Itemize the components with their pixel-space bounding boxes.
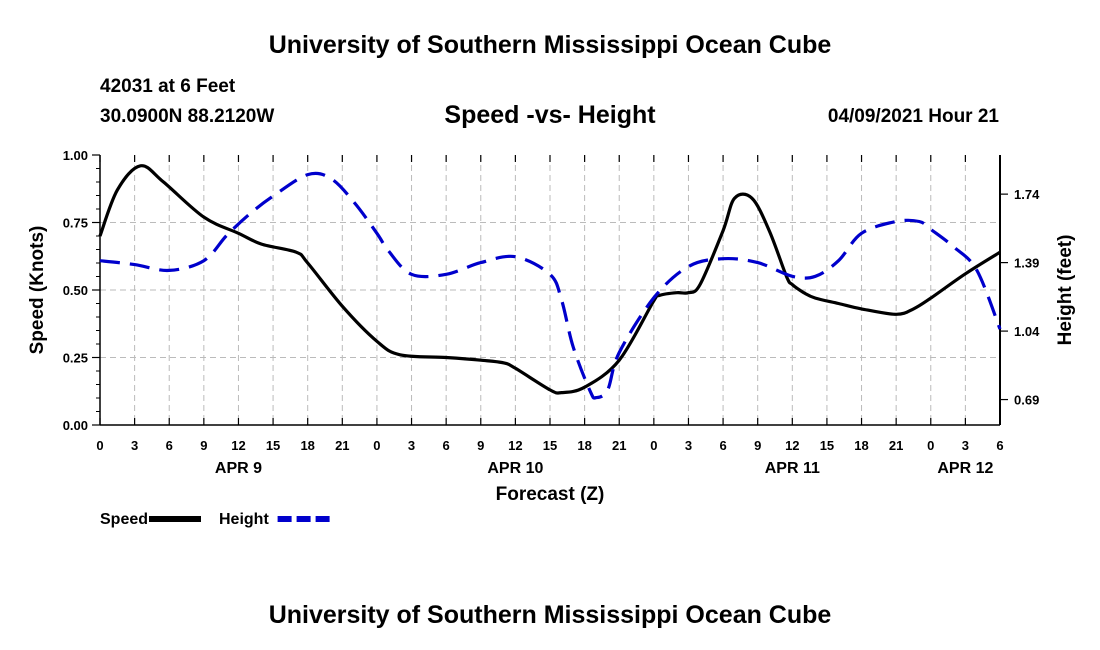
- x-tick-label: 6: [719, 438, 726, 453]
- y-tick-label-right: 1.04: [1014, 324, 1040, 339]
- x-tick-label: 9: [754, 438, 761, 453]
- x-tick-label: 15: [820, 438, 834, 453]
- x-tick-label: 18: [577, 438, 591, 453]
- x-tick-label: 15: [266, 438, 280, 453]
- x-tick-label: 6: [443, 438, 450, 453]
- page-title: University of Southern Mississippi Ocean…: [268, 31, 832, 59]
- x-tick-label: 0: [373, 438, 380, 453]
- x-tick-label: 9: [477, 438, 484, 453]
- x-tick-label: 0: [650, 438, 657, 453]
- series-line-speed: [98, 164, 1001, 395]
- y-tick-label-right: 1.39: [1014, 256, 1039, 271]
- legend-label-speed: Speed: [100, 511, 148, 528]
- station-label: 42031 at 6 Feet: [100, 76, 236, 97]
- legend-label-height: Height: [219, 511, 269, 528]
- station-coordinates: 30.0900N 88.2120W: [100, 106, 275, 127]
- x-tick-label: 6: [166, 438, 173, 453]
- y-tick-label-left: 0.75: [63, 216, 88, 231]
- x-date-label: APR 12: [937, 460, 993, 477]
- y-tick-label-left: 0.25: [63, 351, 88, 366]
- x-tick-label: 3: [962, 438, 969, 453]
- x-tick-label: 6: [996, 438, 1003, 453]
- x-tick-label: 18: [854, 438, 868, 453]
- x-tick-label: 3: [685, 438, 692, 453]
- y-tick-label-left: 0.50: [63, 283, 88, 298]
- y-tick-label-right: 0.69: [1014, 393, 1039, 408]
- x-tick-label: 0: [96, 438, 103, 453]
- x-tick-label: 9: [200, 438, 207, 453]
- y-tick-label-left: 1.00: [63, 148, 88, 163]
- x-date-label: APR 10: [487, 460, 543, 477]
- page-footer-title: University of Southern Mississippi Ocean…: [268, 601, 832, 629]
- x-date-label: APR 11: [765, 460, 820, 477]
- y-axis-title-left: Speed (Knots): [27, 226, 48, 355]
- x-tick-label: 21: [612, 438, 626, 453]
- y-tick-label-right: 1.74: [1014, 187, 1040, 202]
- x-tick-label: 21: [335, 438, 349, 453]
- x-tick-label: 3: [408, 438, 415, 453]
- series-line-height: [99, 171, 1002, 400]
- x-tick-label: 12: [785, 438, 799, 453]
- chart-title: Speed -vs- Height: [444, 101, 656, 129]
- y-tick-label-left: 0.00: [63, 418, 88, 433]
- x-tick-label: 0: [927, 438, 934, 453]
- x-tick-label: 15: [543, 438, 557, 453]
- x-tick-label: 3: [131, 438, 138, 453]
- x-tick-label: 12: [231, 438, 245, 453]
- x-axis-title: Forecast (Z): [496, 484, 605, 505]
- x-date-label: APR 9: [215, 460, 262, 477]
- x-tick-label: 21: [889, 438, 903, 453]
- y-axis-title-right: Height (feet): [1055, 235, 1076, 346]
- x-tick-label: 12: [508, 438, 522, 453]
- forecast-timestamp: 04/09/2021 Hour 21: [827, 106, 999, 127]
- x-tick-label: 18: [300, 438, 314, 453]
